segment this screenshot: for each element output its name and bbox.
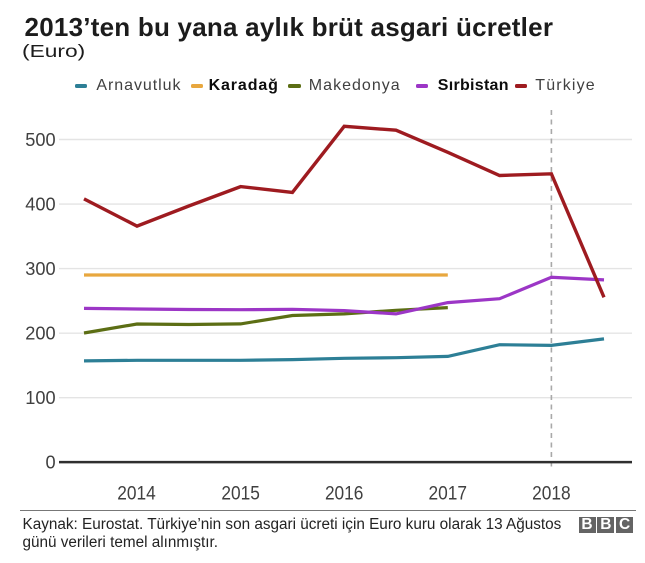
svg-text:2018: 2018 bbox=[532, 484, 571, 505]
svg-text:200: 200 bbox=[25, 324, 55, 344]
svg-text:2015: 2015 bbox=[221, 484, 260, 505]
svg-text:400: 400 bbox=[25, 194, 55, 214]
svg-text:2014: 2014 bbox=[117, 484, 156, 505]
svg-text:500: 500 bbox=[25, 130, 55, 150]
svg-text:300: 300 bbox=[25, 259, 55, 279]
svg-text:2017: 2017 bbox=[429, 484, 468, 505]
svg-text:2016: 2016 bbox=[325, 484, 364, 505]
svg-text:0: 0 bbox=[45, 452, 55, 472]
svg-text:100: 100 bbox=[25, 388, 55, 408]
